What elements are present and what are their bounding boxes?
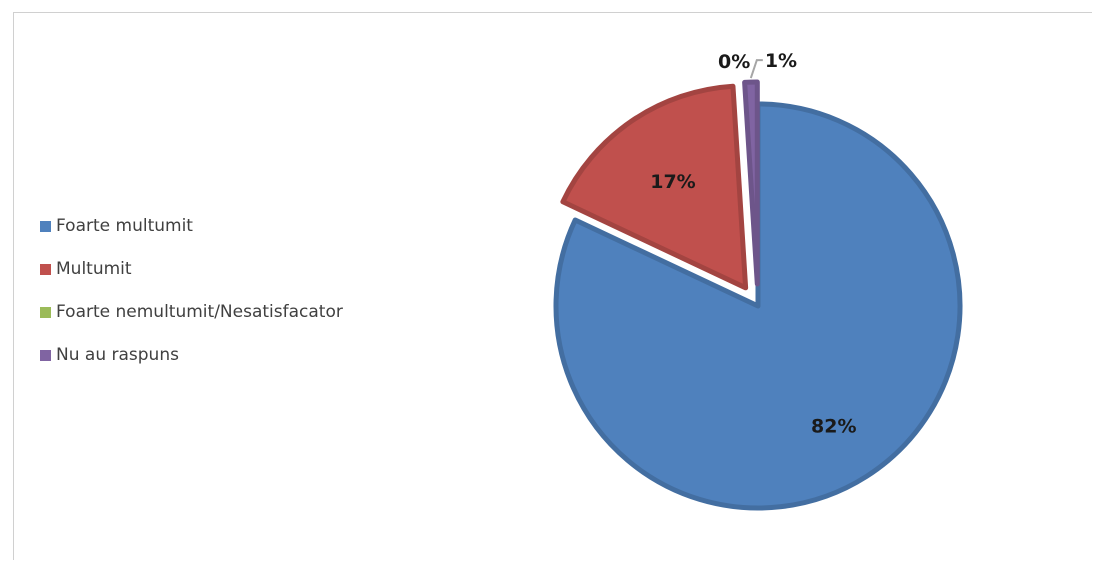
data-label: 82% xyxy=(811,415,856,437)
pie-slice xyxy=(560,83,749,291)
data-label: 17% xyxy=(650,171,695,193)
legend-swatch xyxy=(40,220,51,232)
legend-swatch xyxy=(40,349,51,361)
legend-label: Foarte multumit xyxy=(56,216,193,236)
data-label: 1% xyxy=(765,50,797,72)
legend-item-foarte-multumit: Foarte multumit xyxy=(40,215,343,237)
pie-slice xyxy=(553,101,963,511)
legend-item-foarte-nemultumit: Foarte nemultumit/Nesatisfacator xyxy=(40,301,343,323)
legend-label: Multumit xyxy=(56,259,132,279)
chart-frame xyxy=(13,12,1092,560)
legend-item-nu-au-raspuns: Nu au raspuns xyxy=(40,344,343,366)
legend-item-multumit: Multumit xyxy=(40,258,343,280)
pie-slice xyxy=(742,79,760,287)
legend-label: Foarte nemultumit/Nesatisfacator xyxy=(56,302,343,322)
leader-line xyxy=(749,59,763,79)
data-label: 0% xyxy=(718,51,750,73)
legend-label: Nu au raspuns xyxy=(56,345,179,365)
legend-swatch xyxy=(40,263,51,275)
legend-swatch xyxy=(40,306,51,318)
chart-legend: Foarte multumit Multumit Foarte nemultum… xyxy=(40,215,343,387)
